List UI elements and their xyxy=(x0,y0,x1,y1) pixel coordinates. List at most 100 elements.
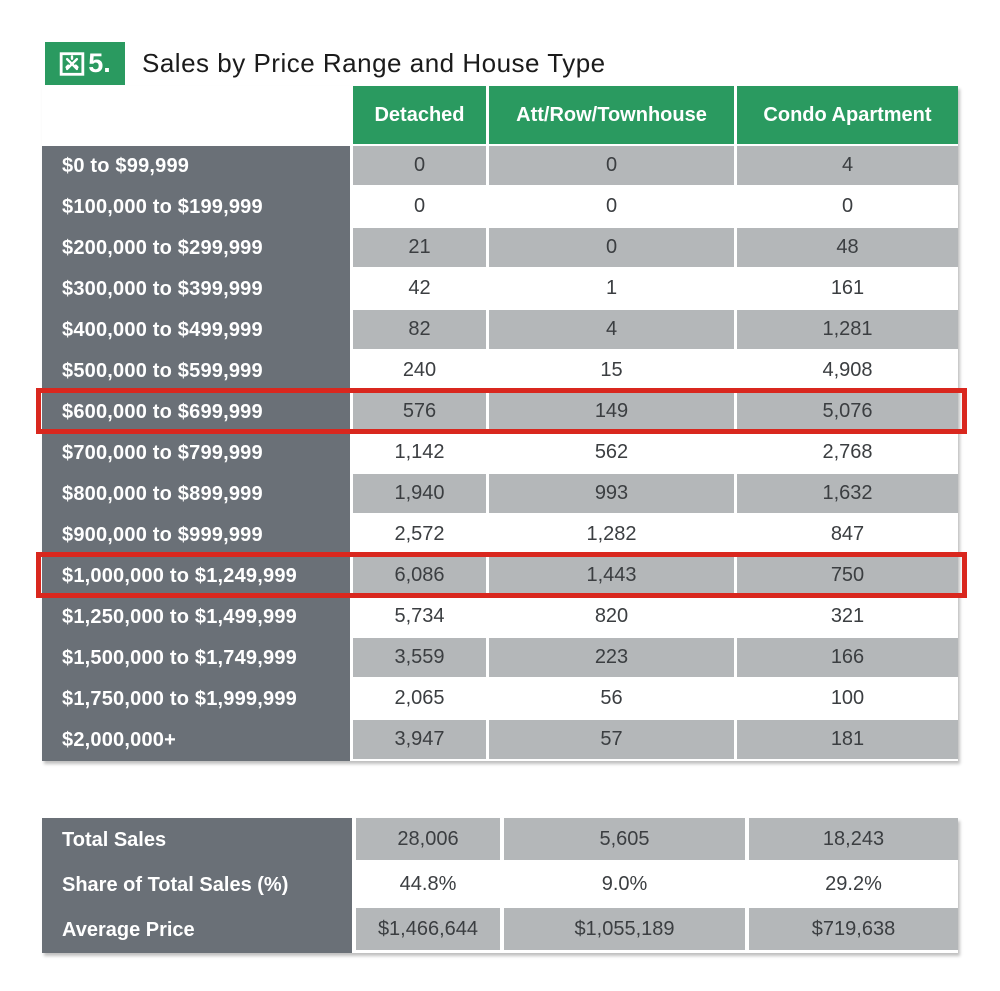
table-body: $0 to $99,999 0 0 4 $100,000 to $199,999 0 0 0 $… xyxy=(36,146,967,761)
figure-number: 5. xyxy=(88,48,111,78)
column-header-att-row-townhouse: Att/Row/Townhouse xyxy=(489,86,734,144)
sales-count-cell: 0 xyxy=(489,146,734,185)
sales-count-cell: 820 xyxy=(489,597,734,636)
sales-count-cell: 0 xyxy=(489,187,734,226)
table-row: $0 to $99,999 0 0 4 xyxy=(42,146,958,187)
table-row: $500,000 to $599,999 240 15 4,908 xyxy=(42,351,958,392)
sales-count-cell: 0 xyxy=(489,228,734,267)
summary-value-cell: $719,638 xyxy=(749,908,958,950)
table-row: $1,250,000 to $1,499,999 5,734 820 321 xyxy=(42,597,958,638)
column-header-detached: Detached xyxy=(353,86,486,144)
table-row: $400,000 to $499,999 82 4 1,281 xyxy=(42,310,958,351)
sales-by-price-range-table: Detached Att/Row/Townhouse Condo Apartme… xyxy=(36,86,967,761)
sales-count-cell: 161 xyxy=(737,269,958,308)
sales-count-cell: 6,086 xyxy=(353,556,486,595)
table-row: $1,000,000 to $1,249,999 6,086 1,443 750 xyxy=(36,552,967,598)
price-range-label: $500,000 to $599,999 xyxy=(42,351,350,392)
sales-count-cell: 3,947 xyxy=(353,720,486,759)
sales-count-cell: 1,282 xyxy=(489,515,734,554)
sales-count-cell: 3,559 xyxy=(353,638,486,677)
table-header-row: Detached Att/Row/Townhouse Condo Apartme… xyxy=(42,86,958,144)
sales-count-cell: 1,281 xyxy=(737,310,958,349)
figure-number-badge: 5. xyxy=(45,42,125,85)
summary-value-cell: $1,466,644 xyxy=(356,908,500,950)
sales-count-cell: 5,076 xyxy=(737,392,958,431)
summary-value-cell: 18,243 xyxy=(749,818,958,860)
column-header-condo-apartment: Condo Apartment xyxy=(737,86,958,144)
summary-row-label: Average Price xyxy=(42,908,352,953)
sales-count-cell: 847 xyxy=(737,515,958,554)
price-range-label: $700,000 to $799,999 xyxy=(42,433,350,474)
sales-count-cell: 56 xyxy=(489,679,734,718)
sales-count-cell: 48 xyxy=(737,228,958,267)
price-range-label: $600,000 to $699,999 xyxy=(42,392,350,433)
sales-count-cell: 4 xyxy=(489,310,734,349)
summary-row: Share of Total Sales (%) 44.8% 9.0% 29.2% xyxy=(42,863,958,908)
summary-table: Total Sales 28,006 5,605 18,243 Share of Tot… xyxy=(42,818,958,953)
price-range-label: $200,000 to $299,999 xyxy=(42,228,350,269)
sales-count-cell: 166 xyxy=(737,638,958,677)
sales-count-cell: 5,734 xyxy=(353,597,486,636)
price-range-label: $1,250,000 to $1,499,999 xyxy=(42,597,350,638)
sales-count-cell: 15 xyxy=(489,351,734,390)
price-range-label: $1,750,000 to $1,999,999 xyxy=(42,679,350,720)
sales-count-cell: 57 xyxy=(489,720,734,759)
price-range-label: $1,000,000 to $1,249,999 xyxy=(42,556,350,597)
summary-table-body: Total Sales 28,006 5,605 18,243 Share of Tot… xyxy=(42,818,958,953)
price-range-label: $2,000,000+ xyxy=(42,720,350,761)
table-row: $1,750,000 to $1,999,999 2,065 56 100 xyxy=(42,679,958,720)
summary-value-cell: 9.0% xyxy=(504,863,745,905)
sales-count-cell: 0 xyxy=(353,187,486,226)
price-range-label: $0 to $99,999 xyxy=(42,146,350,187)
sales-count-cell: 321 xyxy=(737,597,958,636)
table-row: $700,000 to $799,999 1,142 562 2,768 xyxy=(42,433,958,474)
price-range-label: $900,000 to $999,999 xyxy=(42,515,350,556)
sales-count-cell: 562 xyxy=(489,433,734,472)
zu-kanji-icon xyxy=(59,51,85,76)
table-row: $1,500,000 to $1,749,999 3,559 223 166 xyxy=(42,638,958,679)
sales-count-cell: 576 xyxy=(353,392,486,431)
table-row: $200,000 to $299,999 21 0 48 xyxy=(42,228,958,269)
sales-count-cell: 4,908 xyxy=(737,351,958,390)
sales-count-cell: 1,142 xyxy=(353,433,486,472)
summary-row-label: Share of Total Sales (%) xyxy=(42,863,352,908)
sales-count-cell: 0 xyxy=(737,187,958,226)
price-range-label: $1,500,000 to $1,749,999 xyxy=(42,638,350,679)
sales-count-cell: 0 xyxy=(353,146,486,185)
summary-row-label: Total Sales xyxy=(42,818,352,863)
sales-count-cell: 100 xyxy=(737,679,958,718)
summary-value-cell: 5,605 xyxy=(504,818,745,860)
sales-count-cell: 42 xyxy=(353,269,486,308)
price-range-label: $800,000 to $899,999 xyxy=(42,474,350,515)
table-row: $800,000 to $899,999 1,940 993 1,632 xyxy=(42,474,958,515)
summary-value-cell: 44.8% xyxy=(356,863,500,905)
sales-count-cell: 750 xyxy=(737,556,958,595)
table-row: $900,000 to $999,999 2,572 1,282 847 xyxy=(42,515,958,556)
table-row: $600,000 to $699,999 576 149 5,076 xyxy=(36,388,967,434)
summary-value-cell: 29.2% xyxy=(749,863,958,905)
sales-count-cell: 149 xyxy=(489,392,734,431)
sales-count-cell: 82 xyxy=(353,310,486,349)
sales-count-cell: 181 xyxy=(737,720,958,759)
sales-count-cell: 1,632 xyxy=(737,474,958,513)
sales-count-cell: 1,940 xyxy=(353,474,486,513)
price-range-label: $400,000 to $499,999 xyxy=(42,310,350,351)
summary-value-cell: $1,055,189 xyxy=(504,908,745,950)
figure-title: Sales by Price Range and House Type xyxy=(142,48,606,78)
sales-count-cell: 2,572 xyxy=(353,515,486,554)
sales-count-cell: 1,443 xyxy=(489,556,734,595)
table-row: $2,000,000+ 3,947 57 181 xyxy=(42,720,958,761)
sales-count-cell: 223 xyxy=(489,638,734,677)
sales-count-cell: 2,065 xyxy=(353,679,486,718)
header-spacer xyxy=(42,86,350,144)
sales-count-cell: 993 xyxy=(489,474,734,513)
sales-count-cell: 240 xyxy=(353,351,486,390)
sales-count-cell: 21 xyxy=(353,228,486,267)
price-range-label: $300,000 to $399,999 xyxy=(42,269,350,310)
figure-title-row: 5. Sales by Price Range and House Type xyxy=(45,42,606,85)
summary-row: Total Sales 28,006 5,605 18,243 xyxy=(42,818,958,863)
sales-count-cell: 1 xyxy=(489,269,734,308)
price-range-label: $100,000 to $199,999 xyxy=(42,187,350,228)
summary-row: Average Price $1,466,644 $1,055,189 $719,63… xyxy=(42,908,958,953)
sales-count-cell: 2,768 xyxy=(737,433,958,472)
